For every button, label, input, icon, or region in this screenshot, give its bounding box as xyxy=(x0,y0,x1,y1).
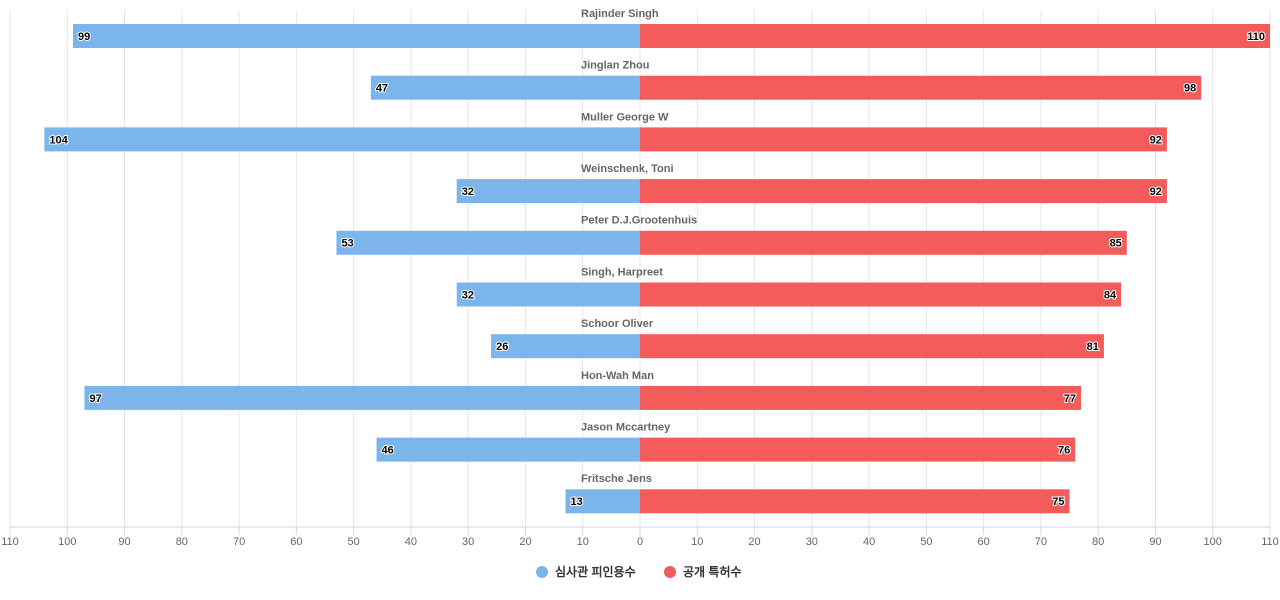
bar[interactable] xyxy=(370,75,640,100)
category-label: Jason Mccartney xyxy=(581,422,671,434)
bar[interactable] xyxy=(640,489,1070,514)
bar[interactable] xyxy=(640,179,1167,204)
category-label: Muller George W xyxy=(581,111,669,123)
legend-label[interactable]: 공개 특허수 xyxy=(683,564,742,579)
x-tick-label: 20 xyxy=(519,536,531,548)
data-label: 81 xyxy=(1087,341,1099,353)
bar[interactable] xyxy=(456,282,640,307)
data-label: 77 xyxy=(1064,393,1076,405)
bar[interactable] xyxy=(376,437,640,462)
data-label: 32 xyxy=(462,186,474,198)
category-label: Peter D.J.Grootenhuis xyxy=(581,215,697,227)
category-label: Jinglan Zhou xyxy=(581,60,649,72)
x-tick-label: 30 xyxy=(806,536,818,548)
x-tick-label: 10 xyxy=(577,536,589,548)
bar[interactable] xyxy=(44,127,640,152)
bar[interactable] xyxy=(640,282,1122,307)
bar[interactable] xyxy=(336,230,640,255)
data-label: 32 xyxy=(462,289,474,301)
x-tick-label: 100 xyxy=(58,536,76,548)
bar[interactable] xyxy=(491,334,640,359)
bar[interactable] xyxy=(565,489,640,514)
data-label: 110 xyxy=(1247,31,1265,43)
x-tick-label: 60 xyxy=(290,536,302,548)
data-label: 46 xyxy=(382,445,394,457)
x-tick-label: 80 xyxy=(1092,536,1104,548)
data-label: 99 xyxy=(78,31,90,43)
bar[interactable] xyxy=(84,385,641,410)
data-label: 85 xyxy=(1110,238,1122,250)
bar[interactable] xyxy=(73,24,640,48)
x-tick-label: 20 xyxy=(748,536,760,548)
category-label: Weinschenk, Toni xyxy=(581,163,674,175)
data-label: 98 xyxy=(1184,83,1196,95)
x-tick-label: 110 xyxy=(1,536,19,548)
x-tick-label: 40 xyxy=(863,536,875,548)
x-tick-label: 50 xyxy=(348,536,360,548)
data-label: 26 xyxy=(496,341,508,353)
x-tick-label: 80 xyxy=(176,536,188,548)
category-label: Hon-Wah Man xyxy=(581,370,654,382)
x-tick-label: 110 xyxy=(1261,536,1279,548)
data-label: 13 xyxy=(571,496,583,508)
x-tick-label: 30 xyxy=(462,536,474,548)
bar[interactable] xyxy=(456,179,640,204)
x-tick-label: 0 xyxy=(637,536,643,548)
x-tick-label: 40 xyxy=(405,536,417,548)
data-label: 92 xyxy=(1150,186,1162,198)
category-label: Fritsche Jens xyxy=(581,473,652,485)
bar[interactable] xyxy=(640,230,1127,255)
x-tick-label: 90 xyxy=(1149,536,1161,548)
x-tick-label: 60 xyxy=(978,536,990,548)
legend-marker[interactable] xyxy=(536,566,548,578)
data-label: 97 xyxy=(89,393,101,405)
data-label: 92 xyxy=(1150,134,1162,146)
category-label: Singh, Harpreet xyxy=(581,266,663,278)
bar[interactable] xyxy=(640,385,1081,410)
category-label: Rajinder Singh xyxy=(581,8,659,20)
bar[interactable] xyxy=(640,437,1076,462)
bar[interactable] xyxy=(640,24,1270,48)
data-label: 47 xyxy=(376,83,388,95)
data-label: 53 xyxy=(341,238,353,250)
x-tick-label: 100 xyxy=(1204,536,1222,548)
x-tick-label: 70 xyxy=(1035,536,1047,548)
data-label: 75 xyxy=(1052,496,1064,508)
bar[interactable] xyxy=(640,75,1202,100)
x-tick-label: 10 xyxy=(691,536,703,548)
category-label: Schoor Oliver xyxy=(581,318,654,330)
x-tick-label: 50 xyxy=(920,536,932,548)
x-tick-label: 70 xyxy=(233,536,245,548)
bar[interactable] xyxy=(640,334,1104,359)
legend-label[interactable]: 심사관 피인용수 xyxy=(555,564,636,579)
legend-marker[interactable] xyxy=(664,566,676,578)
data-label: 84 xyxy=(1104,289,1117,301)
data-label: 104 xyxy=(49,134,68,146)
bar[interactable] xyxy=(640,127,1167,152)
x-tick-label: 90 xyxy=(118,536,130,548)
data-label: 76 xyxy=(1058,445,1070,457)
